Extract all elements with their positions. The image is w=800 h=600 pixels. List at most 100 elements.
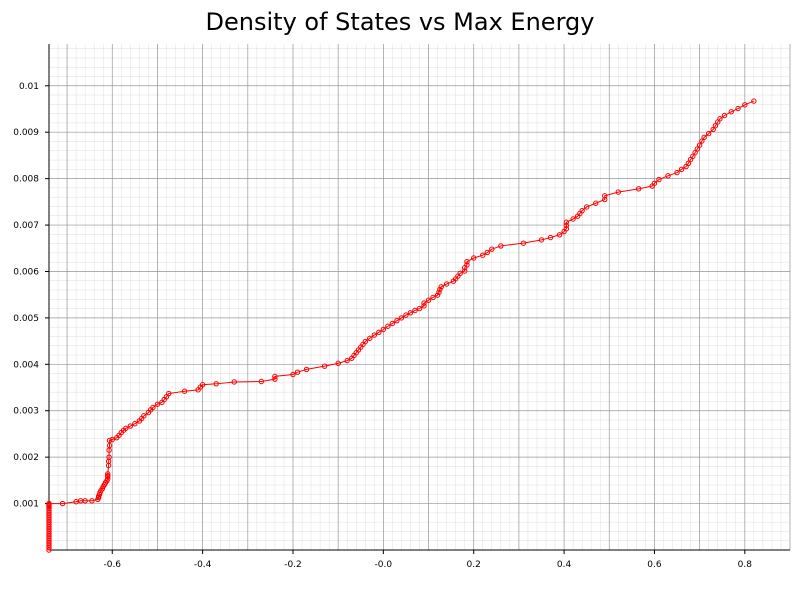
data-point bbox=[394, 317, 400, 324]
data-point bbox=[105, 476, 111, 482]
data-point bbox=[651, 180, 658, 186]
data-point bbox=[416, 305, 423, 312]
data-point bbox=[563, 219, 570, 225]
data-point bbox=[556, 232, 563, 238]
data-point bbox=[547, 234, 554, 241]
data-point bbox=[705, 130, 712, 137]
data-point bbox=[694, 146, 701, 152]
data-point bbox=[344, 357, 350, 364]
y-tick-label: 0.01 bbox=[19, 82, 39, 92]
data-point bbox=[398, 315, 405, 321]
data-point bbox=[692, 149, 698, 156]
data-point bbox=[461, 268, 468, 274]
x-tick-label: 0.8 bbox=[738, 560, 753, 570]
major-grid bbox=[49, 44, 791, 550]
x-tick-label: 0.6 bbox=[647, 560, 662, 570]
data-point bbox=[685, 160, 692, 167]
x-tick-label: 0.2 bbox=[467, 560, 481, 570]
data-point bbox=[46, 500, 52, 507]
data-point bbox=[89, 498, 95, 504]
data-point bbox=[710, 126, 716, 133]
data-point bbox=[457, 270, 463, 277]
data-point bbox=[109, 436, 115, 443]
data-point bbox=[583, 204, 590, 210]
data-point bbox=[538, 237, 545, 243]
data-point bbox=[430, 294, 436, 301]
data-point bbox=[434, 292, 441, 298]
x-tick-label: -0.4 bbox=[194, 560, 212, 570]
data-point bbox=[602, 193, 608, 199]
data-point bbox=[751, 98, 757, 104]
y-tick-label: 0.009 bbox=[13, 128, 39, 138]
data-point bbox=[471, 255, 477, 261]
tick-labels: -0.6 -0.4 -0.2 -0.0 0.2 0.4 0.6 0.8 0.001 0.002 0.… bbox=[13, 82, 752, 570]
data-point bbox=[570, 216, 576, 222]
data-point bbox=[563, 226, 570, 232]
data-point bbox=[696, 142, 703, 148]
x-tick-label: 0.4 bbox=[557, 560, 572, 570]
data-point bbox=[123, 425, 129, 432]
data-point bbox=[656, 176, 662, 183]
data-point bbox=[59, 500, 66, 507]
y-tick-label: 0.007 bbox=[13, 221, 39, 231]
data-point bbox=[407, 310, 414, 316]
data-point bbox=[498, 243, 504, 249]
data-point bbox=[489, 246, 495, 252]
data-point bbox=[701, 134, 707, 141]
data-point bbox=[464, 259, 470, 265]
data-point bbox=[699, 138, 705, 144]
data-point bbox=[127, 423, 134, 429]
data-point bbox=[335, 360, 341, 367]
data-point bbox=[367, 335, 373, 342]
data-point bbox=[321, 363, 328, 369]
data-point bbox=[258, 378, 265, 385]
data-point bbox=[385, 323, 391, 329]
data-point bbox=[166, 390, 172, 397]
data-point bbox=[579, 207, 585, 214]
data-point bbox=[132, 421, 138, 427]
x-tick-label: -0.6 bbox=[103, 560, 121, 570]
data-point bbox=[389, 320, 396, 327]
data-point bbox=[712, 123, 719, 129]
chart-title: Density of States vs Max Energy bbox=[205, 8, 595, 36]
data-point bbox=[303, 366, 310, 373]
data-point bbox=[678, 166, 685, 173]
data-point bbox=[721, 112, 728, 119]
data-point bbox=[46, 507, 52, 514]
data-point bbox=[742, 102, 748, 108]
y-tick-label: 0.006 bbox=[13, 267, 39, 277]
data-point bbox=[106, 442, 113, 449]
data-point bbox=[272, 376, 278, 382]
minor-grid bbox=[48, 44, 791, 551]
data-point bbox=[294, 369, 301, 375]
y-tick-label: 0.001 bbox=[13, 500, 39, 510]
data-point bbox=[150, 404, 156, 411]
data-point bbox=[602, 196, 608, 203]
x-tick-label: -0.2 bbox=[284, 560, 302, 570]
data-point bbox=[480, 252, 486, 258]
data-point bbox=[593, 200, 599, 206]
y-tick-label: 0.003 bbox=[13, 407, 39, 417]
data-point bbox=[412, 307, 418, 314]
data-point bbox=[635, 186, 642, 192]
data-point bbox=[615, 189, 622, 195]
axes bbox=[48, 44, 790, 551]
data-point bbox=[106, 454, 112, 460]
data-point bbox=[421, 303, 427, 309]
data-point bbox=[106, 437, 113, 444]
data-point bbox=[403, 312, 409, 318]
data-point bbox=[436, 289, 442, 296]
y-tick-label: 0.002 bbox=[13, 453, 39, 463]
data-point bbox=[520, 240, 527, 246]
data-point bbox=[272, 373, 278, 380]
x-tick-label: -0.0 bbox=[375, 560, 393, 570]
data-point bbox=[717, 116, 723, 122]
data-point bbox=[735, 105, 741, 112]
data-point bbox=[563, 222, 570, 229]
data-point bbox=[665, 173, 671, 179]
y-tick-label: 0.004 bbox=[13, 360, 39, 370]
data-point bbox=[421, 300, 427, 306]
data-point bbox=[213, 381, 219, 387]
data-point bbox=[199, 382, 206, 388]
